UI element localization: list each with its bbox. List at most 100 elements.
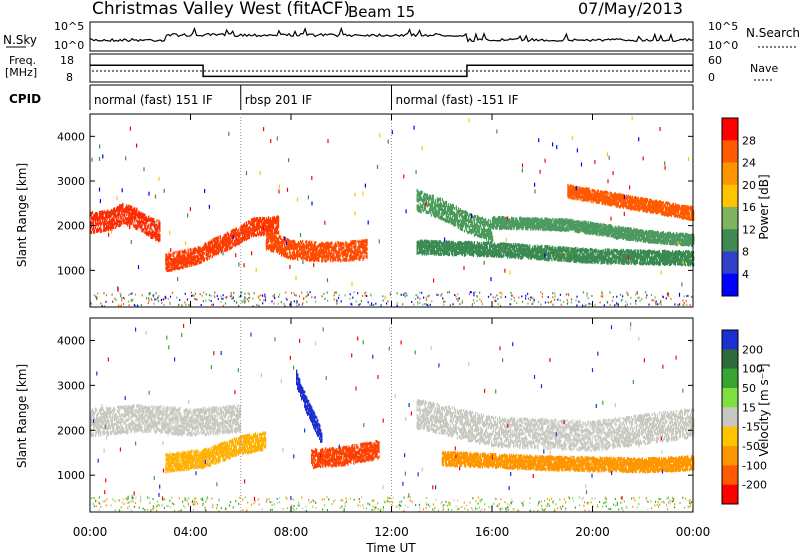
power-cell [361,245,362,248]
power-cell [200,261,201,264]
power-cell [302,240,303,243]
power-cell [278,221,279,224]
power-cell [522,250,523,253]
power-cell [439,213,440,216]
power-cell [340,259,341,262]
power-cell [474,219,475,222]
power-cell [422,252,423,255]
power-cell [356,257,357,260]
power-cell [236,227,237,230]
power-cell [119,211,120,214]
power-cell [341,242,342,245]
power-cell [479,227,480,230]
power-cell [220,243,221,246]
power-cell [301,257,302,260]
power-cell [366,240,367,243]
power-cell [272,241,273,244]
power-cell [100,228,101,231]
power-cell [442,245,443,248]
power-cell [121,222,122,225]
nsearch-label: N.Search [746,26,800,40]
power-cell [227,248,228,251]
power-cell [270,217,271,220]
power-cell [113,227,114,230]
power-cell [175,251,176,254]
power-cell [502,250,503,253]
power-cell [480,224,481,227]
power-cell [260,233,261,236]
power-cell [522,243,523,246]
power-cell [482,221,483,224]
power-cell [203,255,204,258]
power-cell [467,212,468,215]
power-cell [502,243,503,246]
power-cell [100,215,101,218]
power-cell [482,253,483,256]
power-cell [301,246,302,249]
power-cell [119,220,120,223]
power-cell [491,231,492,234]
nsky-tick-high: 10^5 [54,20,84,33]
power-cell [218,236,219,239]
power-cell [210,254,211,257]
power-cell [422,244,423,247]
power-cell [343,245,344,248]
power-cell [159,236,160,239]
power-cell [204,252,205,255]
power-cell [191,248,192,251]
power-cell [95,226,96,229]
power-cell [200,249,201,252]
power-cell [361,239,362,242]
power-cell [433,195,434,198]
power-cell [475,216,476,219]
power-cell [482,249,483,252]
freq-tick-high: 18 [60,54,74,67]
power-cell [156,219,157,222]
power-cell [473,254,474,257]
power-cell [268,239,269,242]
power-cell [159,229,160,232]
power-cell [220,235,221,238]
date-label: 07/May/2013 [578,0,683,18]
power-cell [355,245,356,248]
power-cell [432,204,433,207]
power-cell [482,230,483,233]
power-cell [301,252,302,255]
figure-root: Christmas Valley West (fitACF) Beam 15 0… [0,0,800,554]
power-cell [427,194,428,197]
freq-unit-label: [MHz] [5,66,37,79]
power-cell [331,241,332,244]
cpid-segments: normal (fast) 151 IF rbsp 201 IF normal (f… [90,85,693,110]
power-cell [173,251,174,254]
power-cell [278,216,279,219]
power-cell [212,255,213,258]
power-cell [220,240,221,243]
power-cell [341,252,342,255]
power-cell [462,242,463,245]
power-cell [333,253,334,256]
power-cell [474,241,475,244]
power-cell [187,265,188,268]
power-cell [321,245,322,248]
power-cell [361,253,362,256]
power-cell [93,222,94,225]
power-cell [201,261,202,264]
power-cell [247,224,248,227]
power-cell [454,207,455,210]
power-cell [159,226,160,229]
power-cell [280,237,281,240]
power-cell [366,256,367,259]
power-cell [433,198,434,201]
power-cell [135,216,136,219]
power-cell [335,259,336,262]
power-cell [462,252,463,255]
power-cell [422,206,423,209]
power-cell [503,254,504,257]
nave-tick-low: 0 [708,71,715,84]
power-cell [179,253,180,256]
power-cell [462,212,463,215]
power-cell [159,238,160,241]
nave-tick-high: 60 [708,54,722,67]
power-cell [442,205,443,208]
power-cell [100,219,101,222]
